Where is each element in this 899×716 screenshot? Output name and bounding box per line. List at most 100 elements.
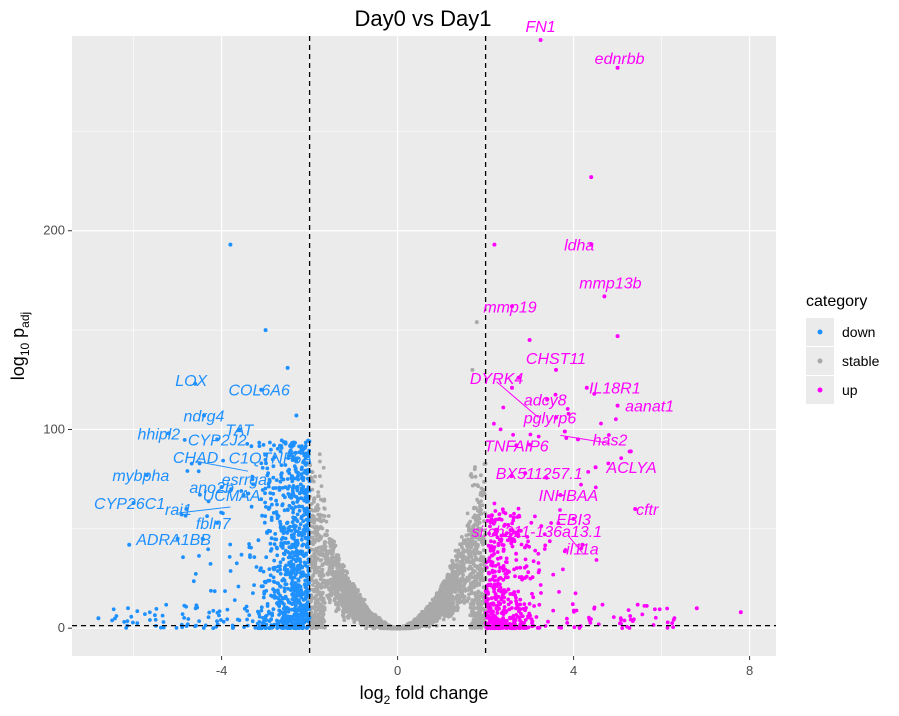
point-stable <box>313 508 318 513</box>
point-down <box>299 516 304 520</box>
point-stable <box>452 608 457 613</box>
point-down <box>281 525 286 530</box>
point-stable <box>471 558 475 563</box>
point-up <box>501 568 506 573</box>
point-down <box>252 583 256 587</box>
point-down <box>270 613 275 618</box>
point-stable <box>309 530 314 535</box>
point-stable <box>476 610 480 615</box>
point-up <box>495 550 500 554</box>
point-down <box>295 519 300 524</box>
point-up <box>497 576 502 581</box>
point-down <box>296 600 301 605</box>
point-down <box>295 541 300 545</box>
point-stable <box>318 459 322 464</box>
point-stable <box>479 473 483 478</box>
point-down <box>256 626 261 631</box>
point-stable <box>453 573 458 577</box>
point-stable <box>330 572 335 577</box>
point-stable <box>325 562 330 566</box>
point-stable <box>321 612 326 617</box>
point-down <box>256 609 260 614</box>
point-down <box>304 512 309 516</box>
point-stable <box>441 588 446 593</box>
plot-panel <box>72 36 776 656</box>
point-down <box>281 557 286 562</box>
point-down <box>282 529 286 534</box>
point-stable <box>478 562 483 567</box>
point-down <box>271 475 276 480</box>
point-stable <box>316 494 321 498</box>
point-down <box>306 545 310 550</box>
point-stable <box>472 563 477 568</box>
point-down <box>245 617 250 622</box>
point-up <box>513 574 517 579</box>
point-down <box>236 584 241 589</box>
point-down <box>234 561 239 566</box>
point-stable <box>455 608 460 613</box>
point-stable <box>322 506 327 510</box>
point-up <box>503 572 508 576</box>
point-stable <box>312 496 317 500</box>
point-up <box>526 625 531 630</box>
point-down <box>260 513 264 518</box>
point-down <box>297 592 302 597</box>
point-stable <box>329 593 334 598</box>
point-down <box>262 520 267 525</box>
point-stable <box>321 578 325 583</box>
point-stable <box>465 511 470 516</box>
point-down <box>212 589 217 594</box>
point-stable <box>454 595 458 599</box>
point-stable <box>343 589 348 594</box>
point-down <box>182 438 187 442</box>
point-stable <box>466 521 471 526</box>
point-down <box>290 585 294 590</box>
point-stable <box>340 603 344 607</box>
point-stable <box>468 545 473 550</box>
point-down <box>302 470 307 475</box>
point-down <box>291 500 295 505</box>
point-stable <box>390 626 394 631</box>
point-stable <box>319 484 324 488</box>
point-up <box>523 576 527 580</box>
point-stable <box>465 544 469 549</box>
point-down <box>196 469 201 474</box>
point-down <box>299 571 303 576</box>
point-down <box>295 484 300 489</box>
point-down <box>296 477 300 482</box>
point-up <box>526 570 531 575</box>
point-down <box>275 569 280 573</box>
point-down <box>298 575 303 579</box>
point-stable <box>331 547 335 552</box>
point-down <box>297 526 302 531</box>
point-stable <box>314 524 319 529</box>
point-stable <box>459 591 464 596</box>
point-stable <box>330 566 335 571</box>
point-down <box>247 613 252 617</box>
point-up <box>516 589 521 594</box>
point-down <box>185 469 190 473</box>
point-down <box>277 604 282 608</box>
point-up <box>537 602 542 607</box>
point-down <box>215 619 219 623</box>
point-down <box>269 536 274 541</box>
point-down <box>232 598 237 602</box>
point-stable <box>473 581 478 586</box>
point-down <box>261 584 265 589</box>
point-down <box>305 618 310 622</box>
point-stable <box>317 452 322 457</box>
point-down <box>263 491 267 496</box>
point-stable <box>473 474 478 479</box>
point-stable <box>327 568 331 573</box>
point-down <box>281 535 285 540</box>
point-up <box>502 600 506 604</box>
point-stable <box>436 596 441 601</box>
point-down <box>254 565 259 569</box>
point-down <box>247 545 252 550</box>
point-stable <box>451 601 456 605</box>
point-stable <box>468 551 473 556</box>
point-down <box>147 610 152 615</box>
point-stable <box>466 537 470 542</box>
point-stable <box>469 472 474 476</box>
point-stable <box>314 505 318 510</box>
